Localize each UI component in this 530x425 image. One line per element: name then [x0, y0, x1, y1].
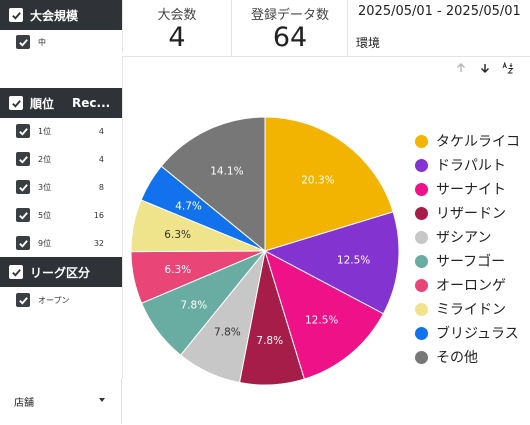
divider — [231, 0, 232, 56]
filter-item-count: 4 — [98, 126, 104, 136]
legend-swatch — [415, 206, 428, 220]
legend-swatch — [415, 254, 428, 268]
legend-label: ミライドン — [436, 302, 506, 318]
legend-item[interactable]: ブリジュラス — [415, 323, 519, 343]
legend-label: その他 — [436, 350, 478, 366]
legend-item[interactable]: サーフゴー — [415, 251, 505, 271]
legend-item[interactable]: オーロンゲ — [415, 275, 506, 295]
pie-slice-label: 14.1% — [210, 166, 243, 178]
filter-item-count: 4 — [98, 154, 104, 164]
legend-swatch — [415, 350, 428, 364]
filter-item-label: 9位 — [38, 238, 52, 248]
legend-swatch — [415, 158, 428, 172]
scorecard-records-value: 64 — [272, 22, 308, 53]
filter-item-count: 32 — [93, 238, 104, 248]
pie-slice-label: 12.5% — [305, 315, 338, 327]
filter-item-label: 1位 — [38, 126, 52, 136]
legend-item[interactable]: サーナイト — [415, 179, 506, 199]
filter-header-label: リーグ区分 — [30, 265, 91, 280]
legend-label: サーナイト — [436, 182, 506, 198]
pie-slice-label: 7.8% — [256, 335, 283, 347]
pie-slice-label: 7.8% — [214, 327, 241, 339]
sort-az-icon[interactable] — [500, 60, 516, 76]
store-dropdown-label: 店舗 — [14, 397, 34, 409]
legend-swatch — [415, 278, 428, 292]
checkbox-checked-icon[interactable] — [9, 96, 23, 110]
filter-item-rank-5[interactable]: 5位 16 — [0, 204, 122, 226]
filter-item-count: 16 — [93, 210, 104, 220]
checkbox-checked-icon[interactable] — [16, 293, 30, 307]
divider — [347, 0, 348, 56]
checkbox-checked-icon[interactable] — [16, 180, 30, 194]
arrow-up-icon[interactable] — [453, 60, 469, 76]
legend-item[interactable]: タケルライコ — [415, 131, 520, 151]
divider — [122, 56, 530, 57]
divider — [122, 0, 123, 52]
filter-item-count: 8 — [98, 182, 104, 192]
scorecard-tournaments-label: 大会数 — [157, 8, 197, 23]
legend-label: タケルライコ — [436, 134, 520, 150]
filter-item-label: 中 — [38, 37, 46, 47]
scorecard-records-label: 登録データ数 — [250, 8, 329, 23]
legend-item[interactable]: ドラパルト — [415, 155, 506, 175]
filter-item-rank-9[interactable]: 9位 32 — [0, 232, 122, 254]
checkbox-checked-icon[interactable] — [9, 265, 23, 279]
legend-item[interactable]: その他 — [415, 347, 478, 367]
legend-label: ブリジュラス — [436, 326, 519, 342]
filter-item-middle[interactable]: 中 — [0, 31, 122, 53]
filter-item-rank-3[interactable]: 3位 8 — [0, 176, 122, 198]
legend-item[interactable]: ミライドン — [415, 299, 506, 319]
legend-item[interactable]: リザードン — [415, 203, 506, 223]
filter-header-tournament-scale[interactable]: 大会規模 — [0, 0, 122, 30]
filter-item-label: 2位 — [38, 154, 52, 164]
checkbox-checked-icon[interactable] — [16, 124, 30, 138]
checkbox-checked-icon[interactable] — [9, 8, 23, 22]
filter-item-rank-2[interactable]: 2位 4 — [0, 148, 122, 170]
dropdown-arrow-icon — [99, 398, 105, 402]
pie-slice-label: 20.3% — [301, 174, 334, 186]
filter-header-league[interactable]: リーグ区分 — [0, 257, 122, 287]
pie-slice[interactable] — [263, 211, 400, 315]
filter-item-label: 3位 — [38, 182, 52, 192]
checkbox-checked-icon[interactable] — [16, 208, 30, 222]
legend-swatch — [415, 182, 428, 196]
filter-header-rank[interactable]: 順位 Rec... — [0, 88, 122, 118]
legend-swatch — [415, 326, 428, 340]
filter-header-label: 大会規模 — [30, 8, 79, 23]
legend-label: ドラパルト — [436, 158, 506, 174]
pie-slice-label: 4.7% — [175, 200, 202, 212]
filter-item-label: オープン — [38, 295, 70, 305]
pie-slice-label: 6.3% — [164, 229, 191, 241]
legend-item[interactable]: ザシアン — [415, 227, 491, 247]
filter-header-label: 順位 — [30, 96, 55, 111]
pie-slice-label: 6.3% — [164, 264, 191, 276]
pie-slice[interactable] — [264, 116, 394, 252]
scorecard-tournaments-value: 4 — [168, 22, 186, 53]
legend-swatch — [415, 134, 428, 148]
divider — [122, 56, 123, 378]
legend-swatch — [415, 302, 428, 316]
checkbox-checked-icon[interactable] — [16, 236, 30, 250]
column-header-record-count[interactable]: Rec... — [72, 96, 111, 110]
pie-slice[interactable] — [160, 116, 266, 253]
legend-label: リザードン — [436, 206, 506, 222]
arrow-down-icon[interactable] — [477, 60, 493, 76]
filter-item-rank-1[interactable]: 1位 4 — [0, 120, 122, 142]
filter-item-label: 5位 — [38, 210, 52, 220]
legend-label: サーフゴー — [436, 254, 506, 270]
checkbox-checked-icon[interactable] — [16, 35, 30, 49]
checkbox-checked-icon[interactable] — [16, 152, 30, 166]
filter-item-open[interactable]: オープン — [0, 289, 122, 311]
legend-label: ザシアン — [436, 230, 492, 246]
pie-slice-label: 7.8% — [181, 300, 208, 312]
legend-label: オーロンゲ — [436, 278, 506, 294]
store-dropdown[interactable]: 店舗 — [0, 378, 122, 424]
legend-swatch — [415, 230, 428, 244]
pie-slice-label: 12.5% — [337, 255, 370, 267]
date-range-picker[interactable]: 2025/05/01 - 2025/05/01 — [358, 4, 521, 19]
chart-title: 環境 — [356, 36, 381, 50]
